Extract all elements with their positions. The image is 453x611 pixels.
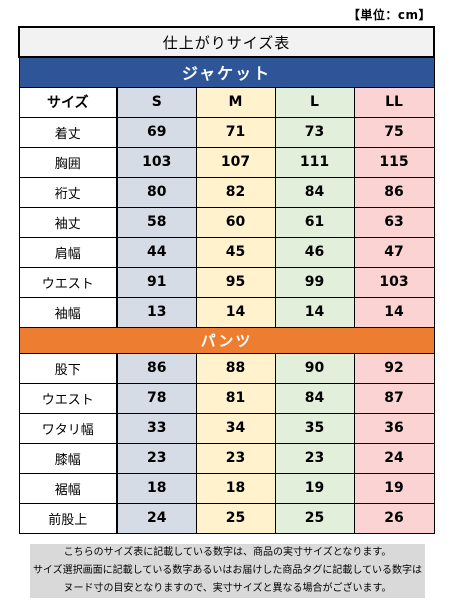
pants-row: ワタリ幅 33 34 35 36 [18, 412, 435, 444]
jacket-value-ll: 86 [353, 176, 435, 208]
pants-row-label: ワタリ幅 [18, 412, 118, 444]
size-table: 仕上がりサイズ表 ジャケット サイズ S M L LL 着丈 69 71 73 75 胸囲… [17, 26, 436, 534]
jacket-row: 肩幅 44 45 46 47 [18, 236, 435, 268]
jacket-value-s: 80 [116, 176, 197, 208]
pants-value-ll: 24 [353, 442, 435, 474]
jacket-value-l: 46 [274, 236, 355, 268]
jacket-section-title: ジャケット [18, 56, 435, 88]
pants-value-s: 18 [116, 472, 197, 504]
table-title: 仕上がりサイズ表 [17, 26, 436, 58]
jacket-value-m: 14 [195, 296, 276, 328]
jacket-row-label: 着丈 [18, 116, 118, 148]
pants-value-s: 33 [116, 412, 197, 444]
jacket-row: 袖丈 58 60 61 63 [18, 206, 435, 238]
jacket-row: 着丈 69 71 73 75 [18, 116, 435, 148]
table-title-row: 仕上がりサイズ表 [17, 26, 436, 58]
pants-value-l: 23 [274, 442, 355, 474]
jacket-row-label: 胸囲 [18, 146, 118, 178]
size-header-l: L [274, 86, 355, 118]
pants-row: 股下 86 88 90 92 [18, 352, 435, 384]
jacket-value-l: 61 [274, 206, 355, 238]
jacket-value-m: 107 [195, 146, 276, 178]
pants-row-label: 股下 [18, 352, 118, 384]
jacket-value-l: 99 [274, 266, 355, 298]
jacket-value-s: 91 [116, 266, 197, 298]
jacket-value-l: 73 [274, 116, 355, 148]
pants-value-s: 86 [116, 352, 197, 384]
pants-section-row: パンツ [18, 326, 435, 354]
jacket-row-label: 肩幅 [18, 236, 118, 268]
pants-section-title: パンツ [18, 326, 435, 354]
jacket-row: 袖幅 13 14 14 14 [18, 296, 435, 328]
jacket-value-ll: 115 [353, 146, 435, 178]
pants-value-m: 18 [195, 472, 276, 504]
pants-value-l: 90 [274, 352, 355, 384]
size-header-label: サイズ [18, 86, 118, 118]
jacket-value-m: 95 [195, 266, 276, 298]
jacket-value-ll: 47 [353, 236, 435, 268]
jacket-value-s: 69 [116, 116, 197, 148]
note-box: こちらのサイズ表に記載している数字は、商品の実寸サイズとなります。 サイズ選択画… [30, 544, 425, 598]
note-line: ヌード寸の目安となりますので、実寸サイズと異なる場合がございます。 [63, 583, 392, 594]
pants-row-label: 裾幅 [18, 472, 118, 504]
pants-value-l: 25 [274, 502, 355, 534]
pants-value-s: 23 [116, 442, 197, 474]
pants-value-m: 23 [195, 442, 276, 474]
jacket-row: ウエスト 91 95 99 103 [18, 266, 435, 298]
pants-value-m: 25 [195, 502, 276, 534]
unit-label: 【単位：cm】 [347, 8, 431, 22]
jacket-value-s: 58 [116, 206, 197, 238]
pants-row: 裾幅 18 18 19 19 [18, 472, 435, 504]
pants-value-s: 78 [116, 382, 197, 414]
pants-value-ll: 92 [353, 352, 435, 384]
pants-value-l: 19 [274, 472, 355, 504]
jacket-row-label: ウエスト [18, 266, 118, 298]
size-header-s: S [116, 86, 197, 118]
jacket-value-ll: 75 [353, 116, 435, 148]
jacket-row-label: 袖丈 [18, 206, 118, 238]
jacket-value-s: 44 [116, 236, 197, 268]
size-header-m: M [195, 86, 276, 118]
pants-value-ll: 26 [353, 502, 435, 534]
jacket-value-s: 13 [116, 296, 197, 328]
jacket-value-m: 45 [195, 236, 276, 268]
pants-row-label: ウエスト [18, 382, 118, 414]
jacket-value-l: 84 [274, 176, 355, 208]
jacket-value-m: 60 [195, 206, 276, 238]
note-line: サイズ選択画面に記載している数字あるいはお届けした商品タグに記載している数字は [32, 565, 423, 576]
pants-value-s: 24 [116, 502, 197, 534]
pants-value-m: 81 [195, 382, 276, 414]
jacket-value-l: 14 [274, 296, 355, 328]
jacket-row-label: 袖幅 [18, 296, 118, 328]
jacket-value-m: 71 [195, 116, 276, 148]
pants-value-l: 35 [274, 412, 355, 444]
pants-row-label: 膝幅 [18, 442, 118, 474]
jacket-row: 裄丈 80 82 84 86 [18, 176, 435, 208]
pants-value-m: 34 [195, 412, 276, 444]
pants-row: ウエスト 78 81 84 87 [18, 382, 435, 414]
jacket-section-row: ジャケット [18, 56, 435, 88]
pants-row: 膝幅 23 23 23 24 [18, 442, 435, 474]
pants-value-ll: 19 [353, 472, 435, 504]
jacket-value-m: 82 [195, 176, 276, 208]
pants-value-l: 84 [274, 382, 355, 414]
jacket-value-s: 103 [116, 146, 197, 178]
note-line: こちらのサイズ表に記載している数字は、商品の実寸サイズとなります。 [63, 547, 392, 558]
pants-row: 前股上 24 25 25 26 [18, 502, 435, 534]
pants-value-ll: 87 [353, 382, 435, 414]
jacket-value-ll: 14 [353, 296, 435, 328]
pants-value-ll: 36 [353, 412, 435, 444]
jacket-row-label: 裄丈 [18, 176, 118, 208]
pants-value-m: 88 [195, 352, 276, 384]
jacket-row: 胸囲 103 107 111 115 [18, 146, 435, 178]
pants-row-label: 前股上 [18, 502, 118, 534]
jacket-value-ll: 103 [353, 266, 435, 298]
jacket-value-l: 111 [274, 146, 355, 178]
size-header-ll: LL [353, 86, 435, 118]
jacket-value-ll: 63 [353, 206, 435, 238]
size-header-row: サイズ S M L LL [18, 86, 435, 118]
